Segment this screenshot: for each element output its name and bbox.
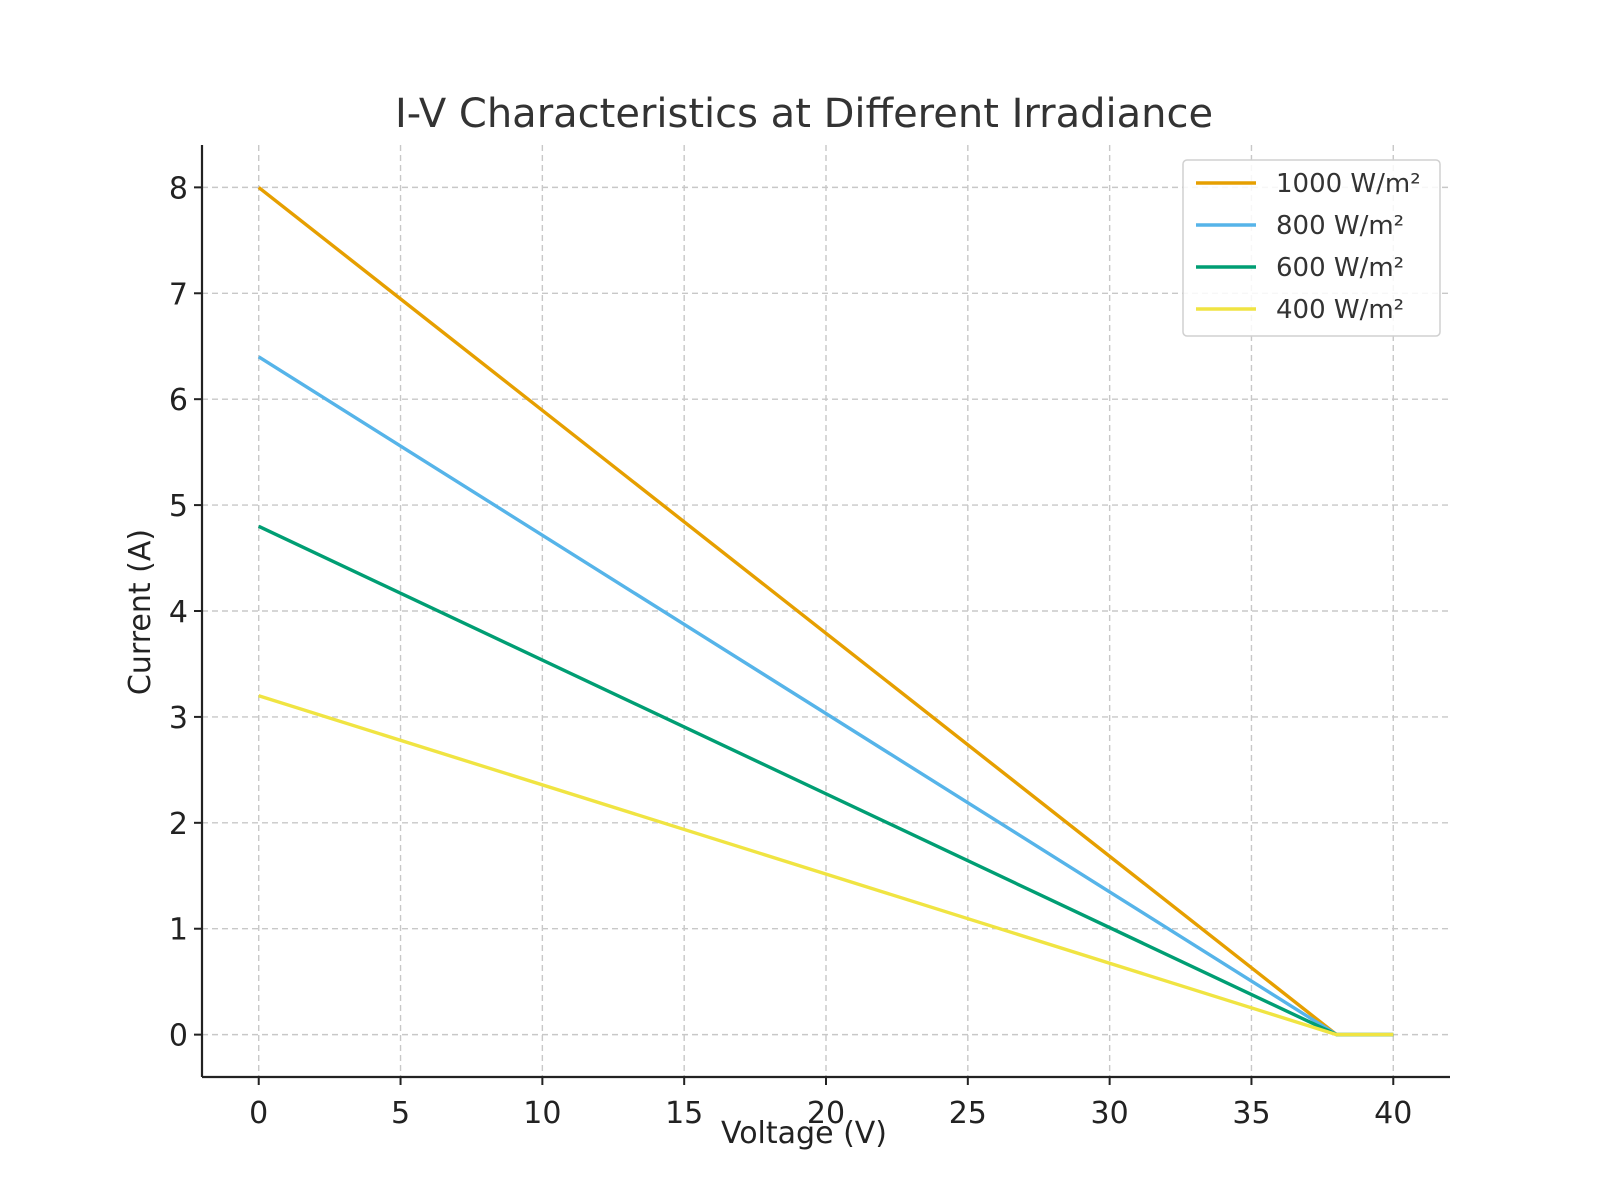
x-tick-label: 5 — [391, 1096, 410, 1131]
legend-label: 1000 W/m² — [1276, 169, 1421, 199]
y-tick-label: 2 — [169, 807, 188, 842]
legend: 1000 W/m² 800 W/m² 600 W/m² 400 W/m² — [1182, 159, 1441, 337]
x-tick-label: 30 — [1091, 1096, 1129, 1131]
series-line — [258, 694, 1394, 1037]
x-axis-label: Voltage (V) — [721, 1116, 887, 1151]
y-tick-label: 8 — [169, 171, 188, 206]
legend-label: 600 W/m² — [1276, 253, 1404, 283]
ticks-layer: 0 5 10 15 20 25 30 35 40 0 1 2 3 4 5 6 7 8 — [169, 171, 1412, 1131]
legend-items: 1000 W/m² 800 W/m² 600 W/m² 400 W/m² — [1196, 169, 1421, 325]
x-tick-label: 10 — [523, 1096, 561, 1131]
chart-title: I-V Characteristics at Different Irradia… — [395, 91, 1213, 137]
x-tick-label: 40 — [1374, 1096, 1412, 1131]
y-tick-label: 4 — [169, 595, 188, 630]
x-tick-label: 0 — [249, 1096, 268, 1131]
legend-label: 400 W/m² — [1276, 295, 1404, 325]
y-tick-label: 1 — [169, 913, 188, 948]
legend-box — [1182, 159, 1441, 337]
x-tick-label: 35 — [1232, 1096, 1270, 1131]
x-tick-label: 15 — [665, 1096, 703, 1131]
y-tick-label: 6 — [169, 383, 188, 418]
series-layer — [257, 186, 1394, 1037]
y-tick-label: 7 — [169, 277, 188, 312]
y-axis-label: Current (A) — [123, 529, 158, 695]
y-tick-label: 3 — [169, 701, 188, 736]
x-tick-label: 20 — [807, 1096, 845, 1131]
legend-label: 800 W/m² — [1276, 211, 1404, 241]
y-tick-label: 5 — [169, 489, 188, 524]
x-tick-label: 25 — [949, 1096, 987, 1131]
y-tick-label: 0 — [169, 1019, 188, 1054]
